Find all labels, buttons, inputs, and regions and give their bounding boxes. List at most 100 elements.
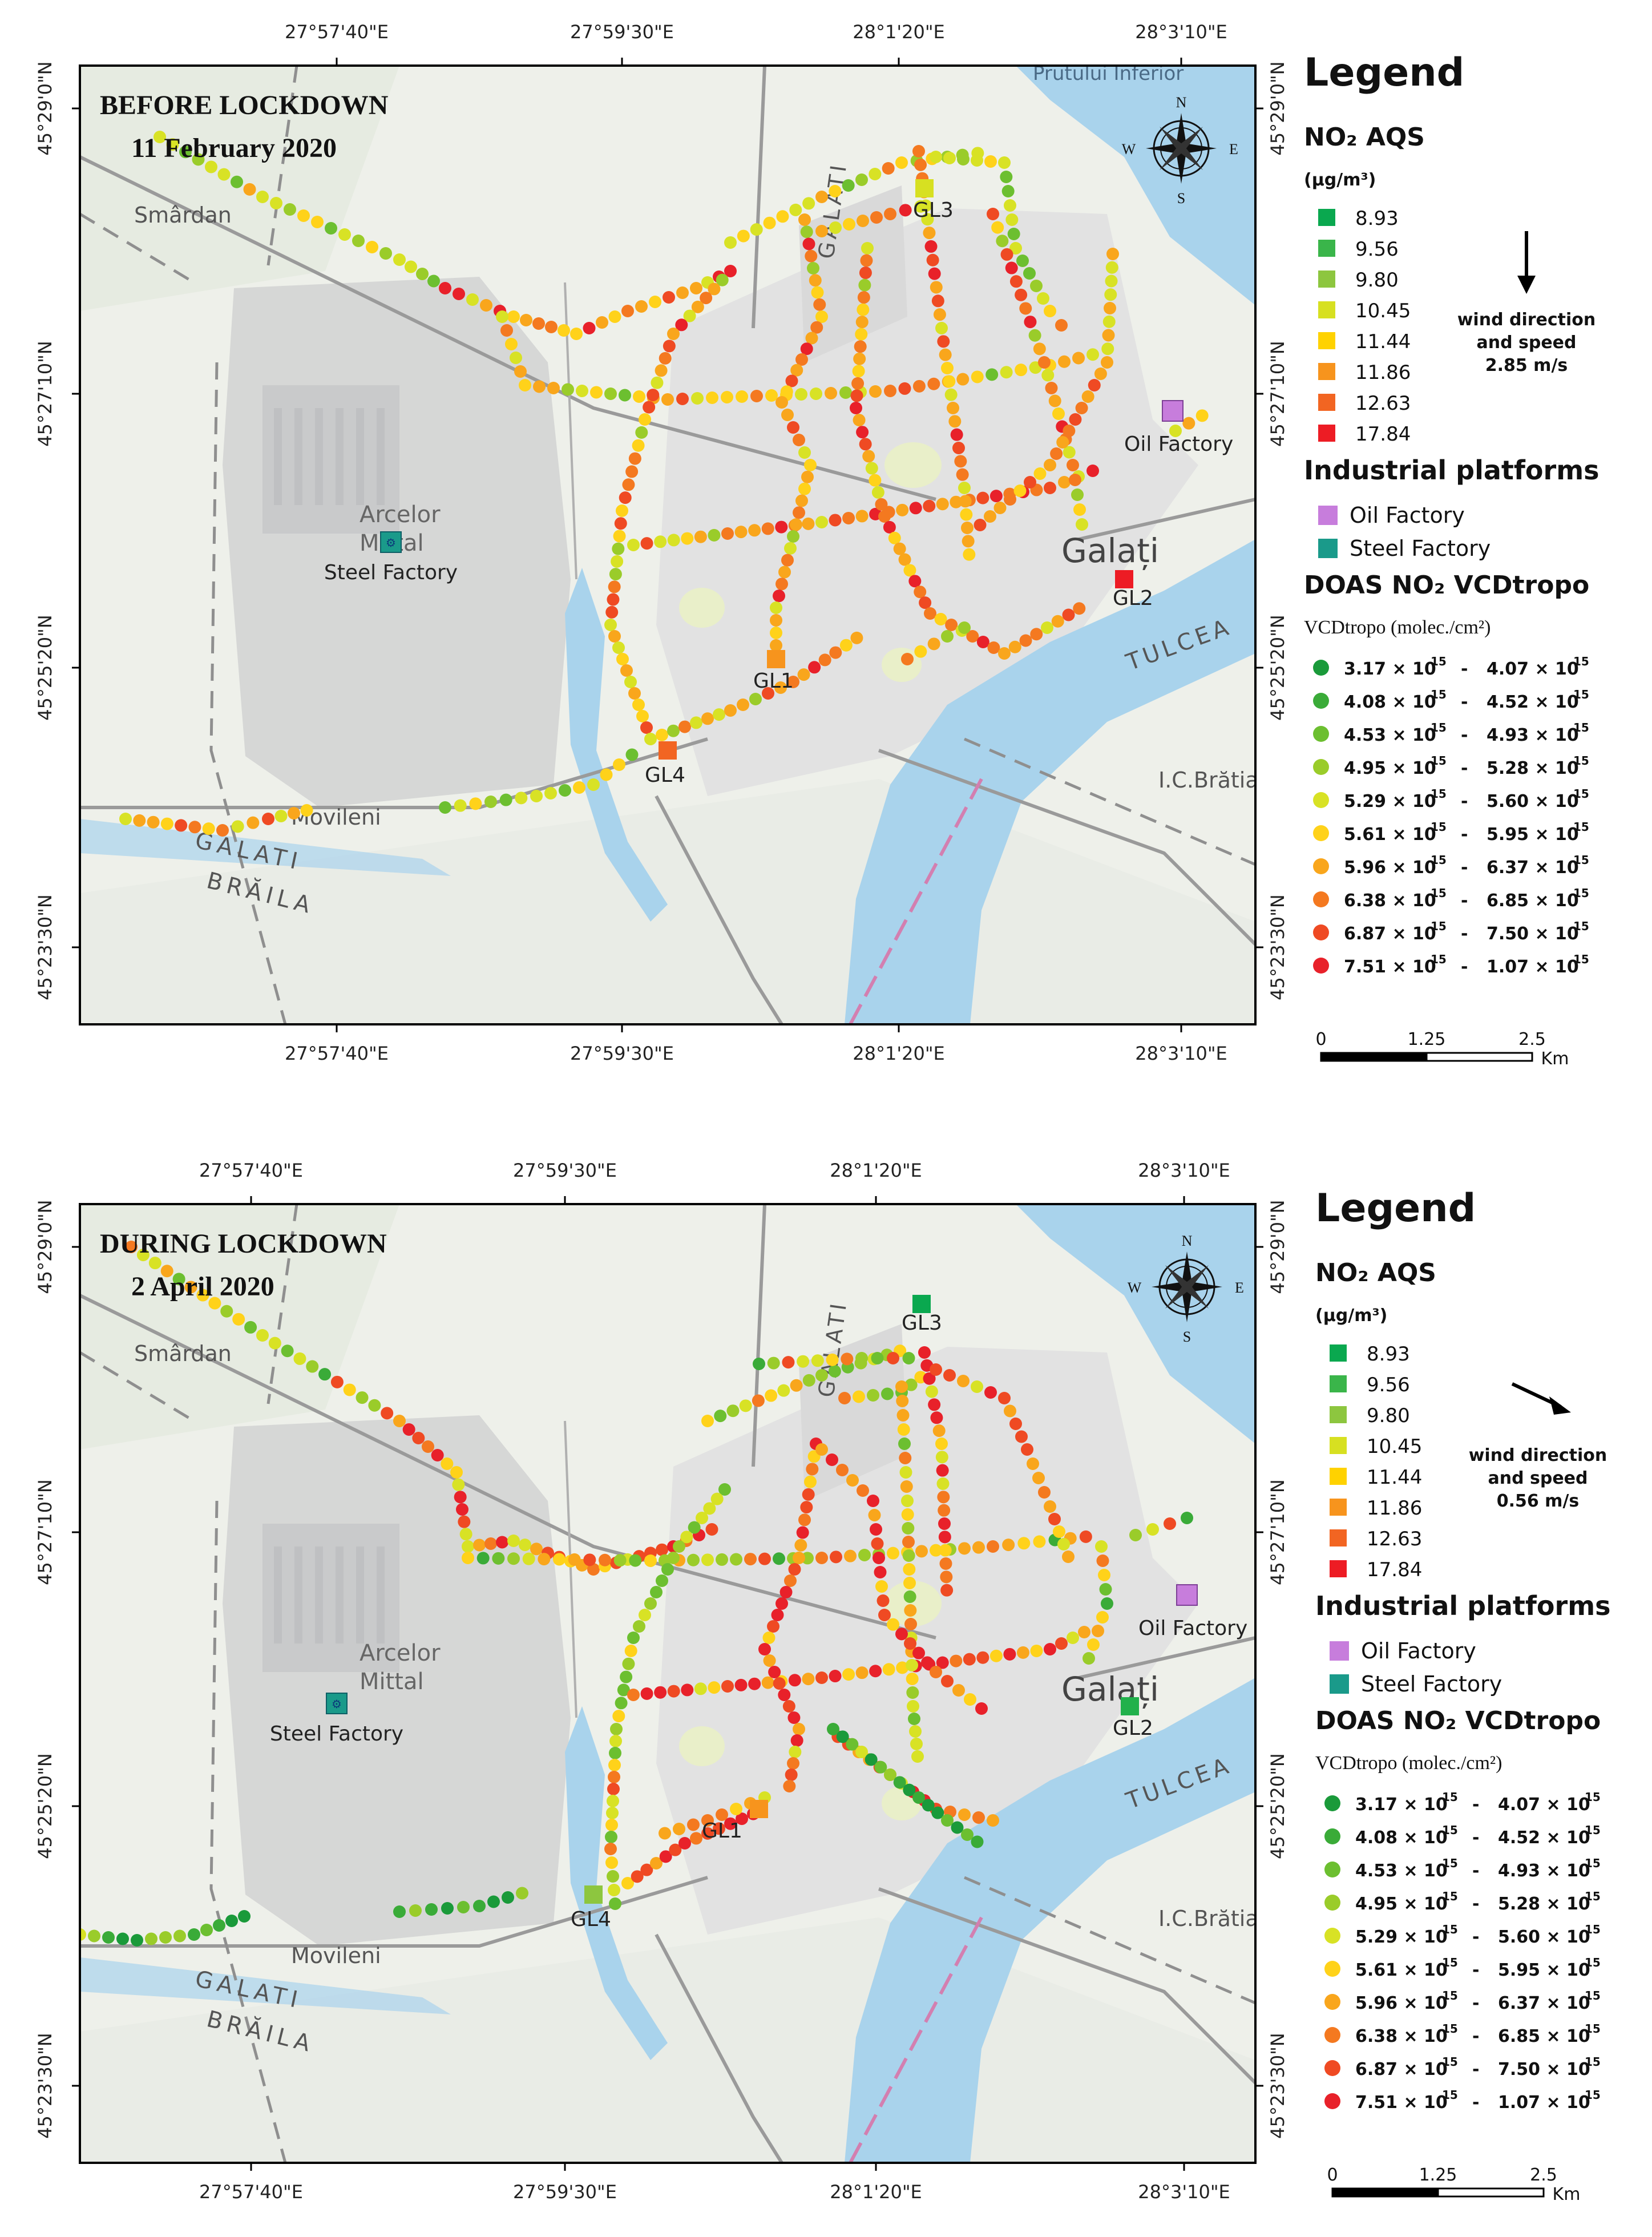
doas-point [855, 328, 868, 341]
doas-point [914, 645, 927, 658]
doas-point [1058, 355, 1071, 368]
doas-point [773, 1677, 786, 1690]
doas-point [912, 1646, 925, 1659]
doas-point [1001, 185, 1015, 197]
doas-point [776, 210, 789, 223]
place-label-mittal: Mittal [360, 1669, 424, 1695]
doas-point [1048, 1513, 1061, 1525]
doas-point [710, 1492, 724, 1505]
river-danube [1016, 1204, 1255, 1444]
legend-doas-exponent: 15 [1573, 721, 1589, 734]
lat-tick-left: 45°23'30"N [34, 894, 56, 1000]
doas-point [1048, 394, 1061, 407]
legend-aqs-unit: (µg/m³) [1304, 170, 1376, 190]
boundary [80, 1351, 195, 1423]
doas-point [88, 1929, 100, 1943]
steel-factory-icon [326, 1693, 348, 1714]
doas-point [256, 191, 269, 203]
doas-point [857, 1484, 869, 1497]
doas-point [801, 470, 814, 483]
doas-point [884, 1768, 896, 1781]
doas-point [701, 1814, 714, 1827]
legend-aqs-value: 10.45 [1355, 300, 1411, 322]
doas-point [687, 1553, 700, 1566]
doas-point [1067, 459, 1079, 471]
legend-aqs-swatch [1330, 1529, 1347, 1546]
compass-rose-icon: N S E W [1128, 1233, 1244, 1345]
doas-point [1004, 199, 1016, 212]
doas-point [694, 1682, 707, 1695]
doas-point [1055, 1637, 1068, 1650]
doas-point [683, 309, 696, 322]
doas-point [516, 1887, 528, 1900]
legend-doas-high: 7.50 × 10 [1487, 924, 1579, 944]
legend-aqs-value: 9.80 [1367, 1404, 1410, 1427]
compass-rose-icon: N S E W [1122, 94, 1238, 207]
doas-point [875, 1580, 888, 1593]
legend-industrial-label: Oil Factory [1361, 1638, 1476, 1663]
doas-point [1050, 447, 1063, 460]
doas-point [956, 373, 970, 386]
legend-industrial-swatch [1318, 506, 1338, 525]
doas-point [802, 1673, 815, 1686]
lon-tick-bottom: 28°1'20"E [830, 2181, 922, 2203]
legend-doas-low: 6.38 × 10 [1355, 2026, 1448, 2046]
doas-point [918, 1346, 931, 1359]
doas-point [1101, 342, 1114, 356]
doas-point [352, 235, 365, 247]
doas-point [1000, 171, 1013, 183]
doas-point [773, 1552, 785, 1565]
doas-point [906, 1686, 919, 1699]
doas-point [356, 1391, 369, 1404]
doas-point [775, 396, 788, 409]
legend-doas-swatch [1313, 726, 1329, 742]
doas-point [724, 1817, 737, 1830]
doas-point [661, 1563, 674, 1576]
doas-point [456, 1503, 468, 1516]
doas-point [789, 203, 802, 216]
doas-point [899, 1452, 912, 1464]
doas-point [793, 1723, 805, 1735]
steel-works-hall [336, 408, 344, 505]
doas-point [688, 1521, 701, 1534]
doas-point [1041, 621, 1053, 634]
doas-point [934, 613, 947, 625]
doas-point [938, 1517, 951, 1530]
doas-point [1015, 288, 1028, 301]
legend-aqs-value: 11.86 [1367, 1497, 1422, 1520]
doas-point [784, 1574, 797, 1587]
doas-point [609, 1735, 622, 1747]
legend-doas-exponent: 15 [1573, 952, 1589, 966]
doas-point [1004, 1404, 1016, 1418]
lat-tick-left: 45°23'30"N [34, 2033, 56, 2139]
doas-point [659, 352, 672, 365]
doas-point [903, 1577, 916, 1589]
doas-point [811, 1354, 824, 1367]
doas-point [624, 1644, 637, 1657]
doas-point [1071, 488, 1084, 501]
legend-aqs-swatch [1318, 394, 1335, 411]
legend-aqs-value: 8.93 [1367, 1343, 1410, 1366]
doas-point [412, 1432, 425, 1444]
doas-point [427, 274, 440, 288]
doas-point [706, 391, 718, 404]
legend-industrial-label: Steel Factory [1350, 536, 1491, 561]
doas-point [927, 637, 940, 651]
doas-point [810, 387, 822, 400]
doas-point [583, 322, 596, 334]
doas-point [943, 1369, 956, 1382]
doas-point [454, 799, 467, 812]
doas-point [785, 374, 798, 387]
doas-point [763, 1654, 776, 1667]
doas-point [1023, 267, 1036, 280]
doas-point [1104, 288, 1117, 301]
doas-point [656, 1574, 668, 1587]
doas-point [899, 1466, 912, 1479]
road [878, 1887, 1255, 2085]
doas-point [1105, 261, 1118, 274]
doas-point [458, 1515, 471, 1528]
legend-doas-low: 4.95 × 10 [1355, 1894, 1448, 1914]
doas-point [311, 216, 324, 228]
doas-point [721, 527, 734, 540]
legend-doas-dash: - [1472, 1795, 1479, 1815]
